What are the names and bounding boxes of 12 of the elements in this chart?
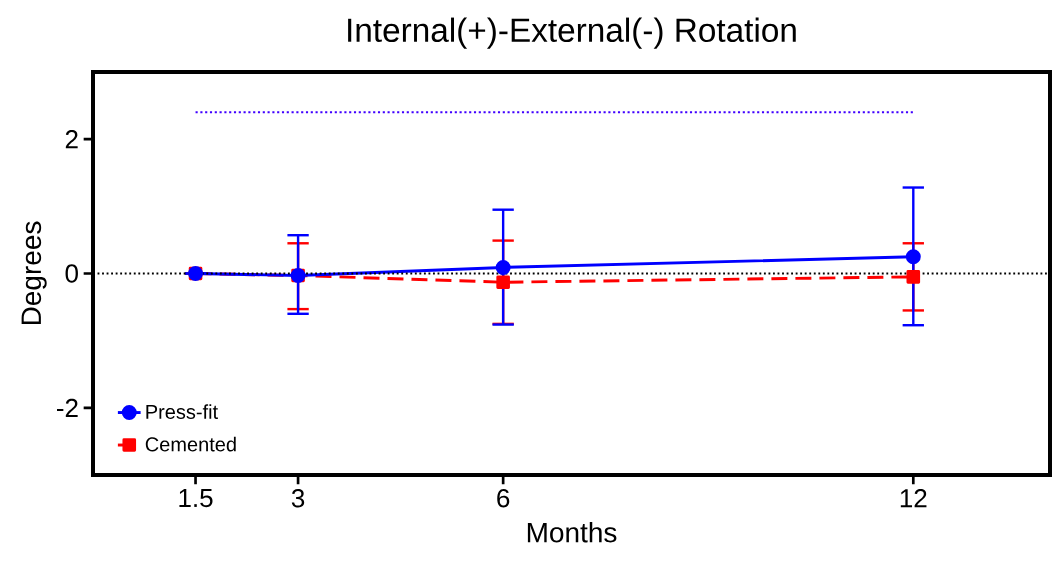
x-tick-label: 12 bbox=[900, 489, 927, 508]
y-tick-label: 0 bbox=[65, 264, 78, 283]
y-axis-title: Degrees bbox=[21, 221, 47, 325]
legend-label: Cemented bbox=[145, 436, 236, 452]
x-tick-label: 1.5 bbox=[179, 489, 213, 508]
y-tick-label: 2 bbox=[65, 130, 78, 149]
x-tick-label: 6 bbox=[497, 489, 510, 508]
legend-label: Press-fit bbox=[146, 404, 218, 419]
x-tick-label: 3 bbox=[291, 489, 305, 508]
y-tick-label: -2 bbox=[56, 398, 78, 417]
x-axis-title: Months bbox=[527, 521, 617, 543]
chart-title: Internal(+)-External(-) Rotation bbox=[348, 17, 796, 49]
